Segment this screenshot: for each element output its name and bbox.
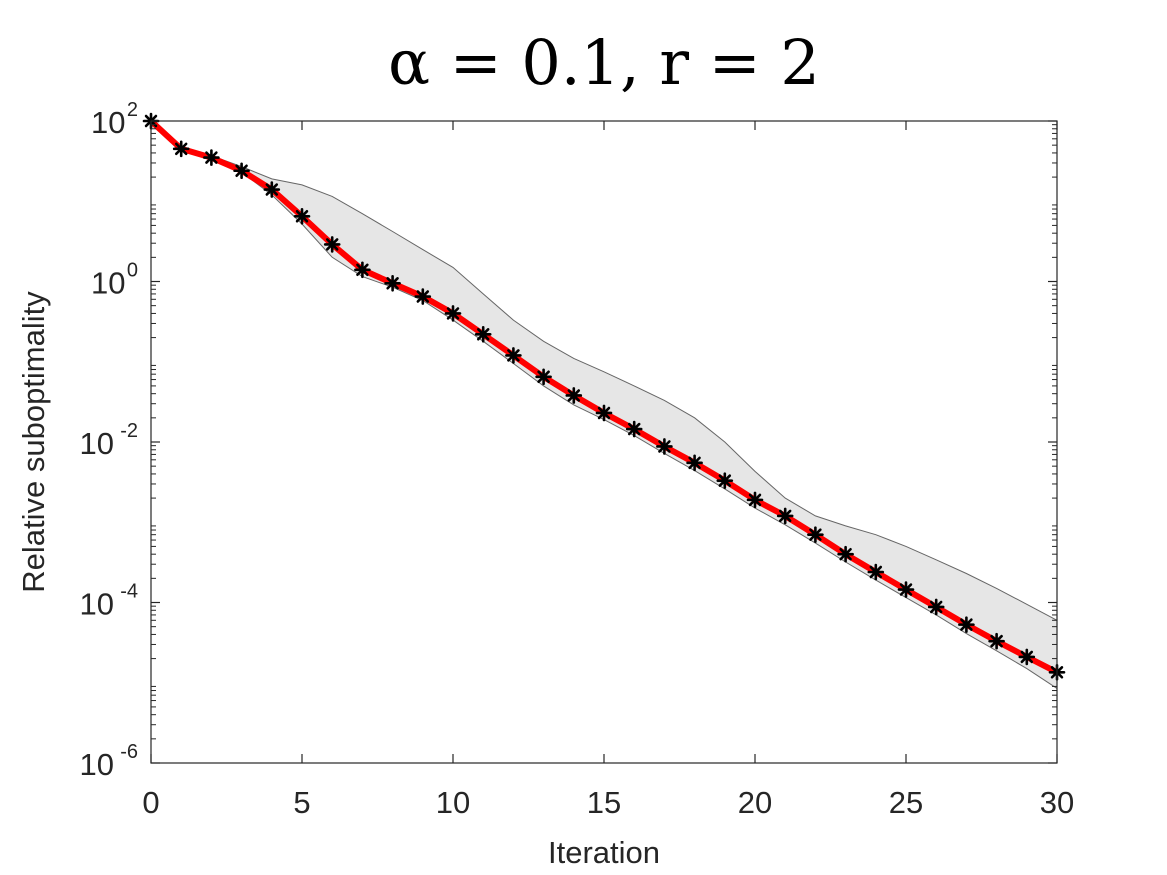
svg-text:0: 0: [127, 260, 138, 282]
data-point-1: [172, 140, 190, 158]
data-point-28: [988, 632, 1005, 650]
data-point-3: [233, 162, 250, 180]
data-point-23: [837, 545, 854, 563]
plot-area: [142, 112, 1066, 689]
data-point-7: [354, 261, 371, 279]
data-point-24: [867, 563, 885, 581]
y-tick-label: -6 10: [80, 741, 138, 782]
svg-text:10: 10: [91, 105, 125, 140]
x-tick-label: 5: [293, 785, 310, 820]
axis-ticks: [150, 120, 1058, 764]
data-point-26: [927, 598, 945, 616]
y-tick-label: 210: [91, 99, 138, 140]
y-tick-label: -4 10: [80, 581, 138, 622]
svg-text:-2: -2: [120, 420, 138, 442]
x-tick-label: 30: [1040, 785, 1074, 820]
svg-text:10: 10: [80, 587, 114, 622]
svg-text:2: 2: [127, 99, 138, 121]
data-point-29: [1018, 648, 1036, 666]
data-point-18: [686, 454, 703, 472]
x-tick-label: 0: [142, 785, 159, 820]
y-tick-label: 010: [91, 260, 138, 301]
data-point-19: [716, 472, 734, 489]
x-tick-label: 20: [738, 785, 772, 820]
data-point-6: [323, 236, 341, 253]
x-axis-title: Iteration: [548, 835, 660, 870]
data-point-20: [746, 491, 764, 509]
y-tick-label: -2 10: [80, 420, 138, 461]
data-point-8: [384, 274, 401, 292]
x-tick-label: 25: [889, 785, 923, 820]
svg-text:10: 10: [80, 426, 114, 461]
data-point-9: [414, 288, 432, 305]
x-tick-label: 15: [587, 785, 621, 820]
data-point-14: [565, 387, 583, 404]
data-point-25: [897, 581, 915, 598]
data-point-10: [444, 305, 462, 322]
x-tick-label: 10: [436, 785, 470, 820]
data-point-16: [625, 420, 643, 438]
svg-text:-6: -6: [120, 741, 138, 763]
data-point-13: [535, 368, 552, 386]
axes-box: [150, 120, 1058, 764]
data-point-4: [263, 181, 281, 198]
y-axis-title: Relative suboptimality: [16, 291, 51, 593]
svg-text:-4: -4: [120, 581, 138, 603]
data-point-11: [474, 325, 492, 343]
svg-text:10: 10: [80, 747, 114, 782]
svg-text:10: 10: [91, 266, 125, 301]
data-point-22: [807, 526, 824, 543]
data-point-5: [293, 207, 311, 225]
data-point-2: [203, 149, 220, 166]
band-upper-edge: [150, 120, 1058, 621]
data-point-12: [505, 347, 522, 364]
data-point-17: [656, 438, 673, 455]
chart-title: α = 0.1, r = 2: [388, 26, 820, 99]
data-point-27: [958, 616, 975, 633]
data-point-15: [595, 404, 613, 422]
data-point-21: [776, 507, 794, 525]
